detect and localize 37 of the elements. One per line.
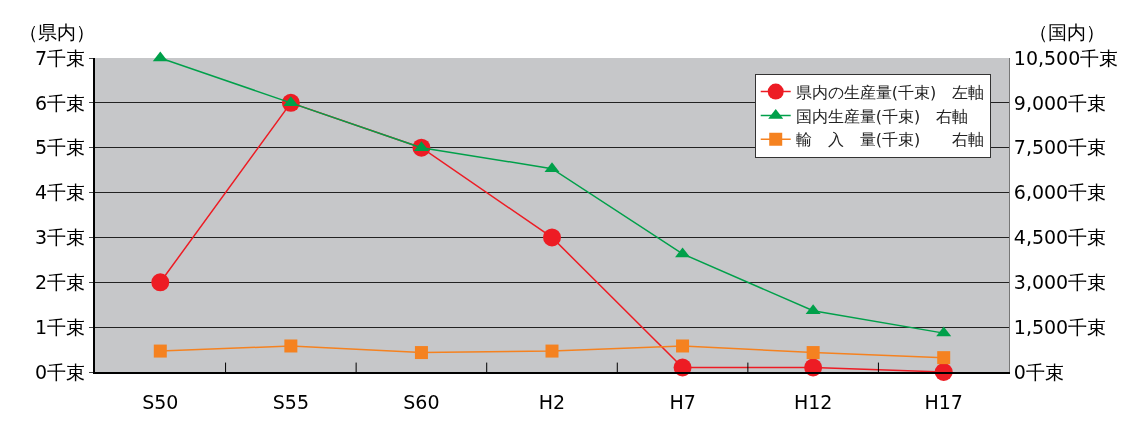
- point: [414, 346, 428, 360]
- y-tick-label: 0千束: [35, 360, 86, 383]
- y-axis-title: （県内）: [19, 21, 95, 43]
- x-tick-label: S55: [272, 390, 309, 413]
- x-tick-label: H12: [793, 390, 833, 413]
- point: [806, 346, 820, 360]
- x-tick-label: S50: [142, 390, 179, 413]
- y-tick-label: 6千束: [35, 91, 86, 114]
- point: [937, 351, 951, 365]
- legend-label: 県内の生産量(千束) 左軸: [795, 82, 985, 102]
- y2-tick-label: 10,500千束: [1013, 46, 1119, 69]
- y-tick-label: 2千束: [35, 270, 86, 293]
- x-tick-label: H2: [538, 390, 566, 413]
- y2-tick-label: 9,000千束: [1013, 91, 1107, 114]
- point: [543, 228, 561, 247]
- point: [284, 339, 298, 353]
- legend-label: 国内生産量(千束) 右軸: [795, 106, 969, 126]
- y-tick-label: 3千束: [35, 226, 86, 249]
- x-tick-label: H7: [669, 390, 696, 413]
- legend-label: 輸 入 量(千束) 右軸: [795, 130, 985, 150]
- y-tick-label: 1千束: [35, 315, 86, 338]
- y2-tick-label: 1,500千束: [1013, 315, 1107, 338]
- y2-tick-label: 3,000千束: [1013, 270, 1107, 293]
- x-tick-label: S60: [403, 390, 440, 413]
- point: [153, 344, 167, 358]
- y-tick-label: 5千束: [35, 136, 86, 159]
- y2-tick-label: 6,000千束: [1013, 181, 1107, 204]
- point: [151, 273, 170, 292]
- y-tick-label: 4千束: [35, 181, 86, 204]
- point: [545, 344, 559, 358]
- point: [676, 339, 690, 353]
- y-tick-label: 7千束: [35, 46, 86, 69]
- x-tick-label: H17: [924, 390, 963, 413]
- y2-tick-label: 4,500千束: [1013, 226, 1107, 249]
- y2-tick-label: 0千束: [1013, 360, 1064, 383]
- y2-tick-label: 7,500千束: [1013, 136, 1107, 159]
- y2-axis-title: （国内）: [1029, 21, 1105, 43]
